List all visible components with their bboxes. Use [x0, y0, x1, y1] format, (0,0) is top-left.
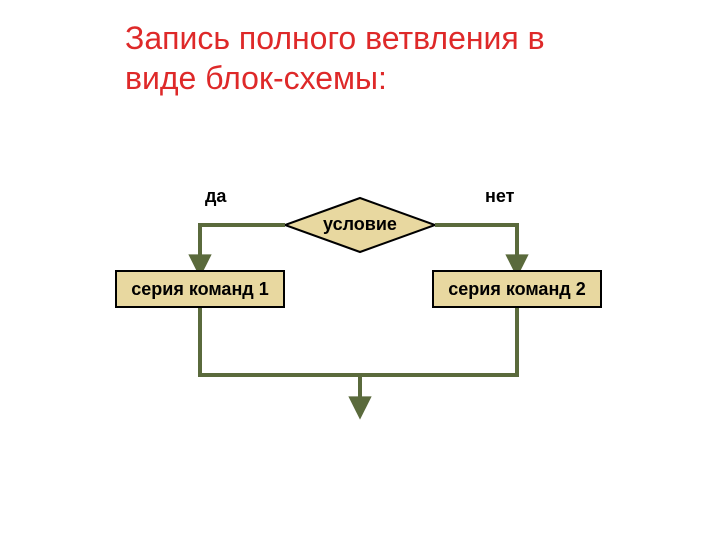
yes-label: да [205, 186, 226, 207]
condition-label: условие [300, 214, 420, 235]
no-label: нет [485, 186, 514, 207]
flowchart-canvas [0, 0, 720, 540]
series1-label: серия команд 1 [131, 279, 269, 300]
series2-node: серия команд 2 [432, 270, 602, 308]
series2-label: серия команд 2 [448, 279, 586, 300]
series1-node: серия команд 1 [115, 270, 285, 308]
